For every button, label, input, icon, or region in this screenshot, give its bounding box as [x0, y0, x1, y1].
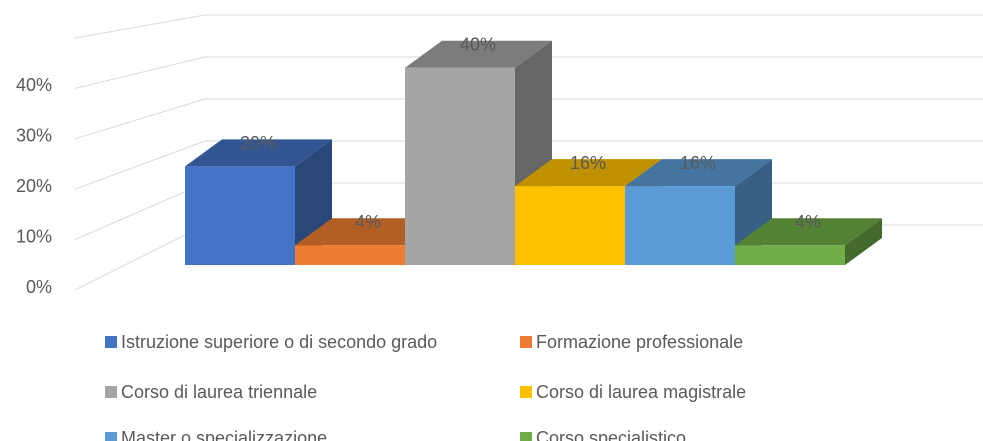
legend-swatch — [105, 336, 117, 348]
y-tick-label: 30% — [16, 126, 52, 146]
legend-swatch — [520, 386, 532, 398]
y-tick-label: 40% — [16, 75, 52, 95]
bar-front — [515, 186, 625, 265]
bar-front — [295, 245, 405, 265]
bar-front — [185, 166, 295, 265]
grid-line — [74, 56, 983, 89]
bar-top — [405, 40, 552, 68]
legend-label: Corso di laurea magistrale — [536, 382, 746, 402]
legend-label: Master o specializzazione — [121, 428, 327, 441]
legend-label: Formazione professionale — [536, 332, 743, 352]
value-label: 4% — [355, 212, 381, 232]
legend-swatch — [520, 336, 532, 348]
value-label: 16% — [680, 153, 716, 173]
legend-swatch — [520, 432, 532, 441]
grid-line — [74, 14, 983, 39]
y-tick-label: 20% — [16, 176, 52, 196]
bar — [405, 40, 552, 265]
bar-top — [735, 218, 882, 246]
legend-label: Corso di laurea triennale — [121, 382, 317, 402]
legend-swatch — [105, 432, 117, 441]
bar-front — [405, 67, 515, 265]
legend-label: Istruzione superiore o di secondo grado — [121, 332, 437, 352]
grid-line — [74, 98, 983, 140]
grid-line — [74, 140, 983, 190]
value-label: 4% — [795, 212, 821, 232]
bar-front — [625, 186, 735, 265]
legend-label: Corso specialistico — [536, 428, 686, 441]
bar-top — [515, 159, 662, 187]
bar-side — [845, 218, 882, 265]
value-label: 40% — [460, 35, 496, 55]
bar — [735, 218, 882, 265]
bar-top — [625, 159, 772, 187]
value-label: 16% — [570, 153, 606, 173]
bar-top — [185, 139, 332, 167]
y-tick-label: 10% — [16, 226, 52, 246]
bar-front — [735, 245, 845, 265]
legend-swatch — [105, 386, 117, 398]
value-label: 20% — [240, 133, 276, 153]
y-tick-label: 0% — [26, 277, 52, 297]
